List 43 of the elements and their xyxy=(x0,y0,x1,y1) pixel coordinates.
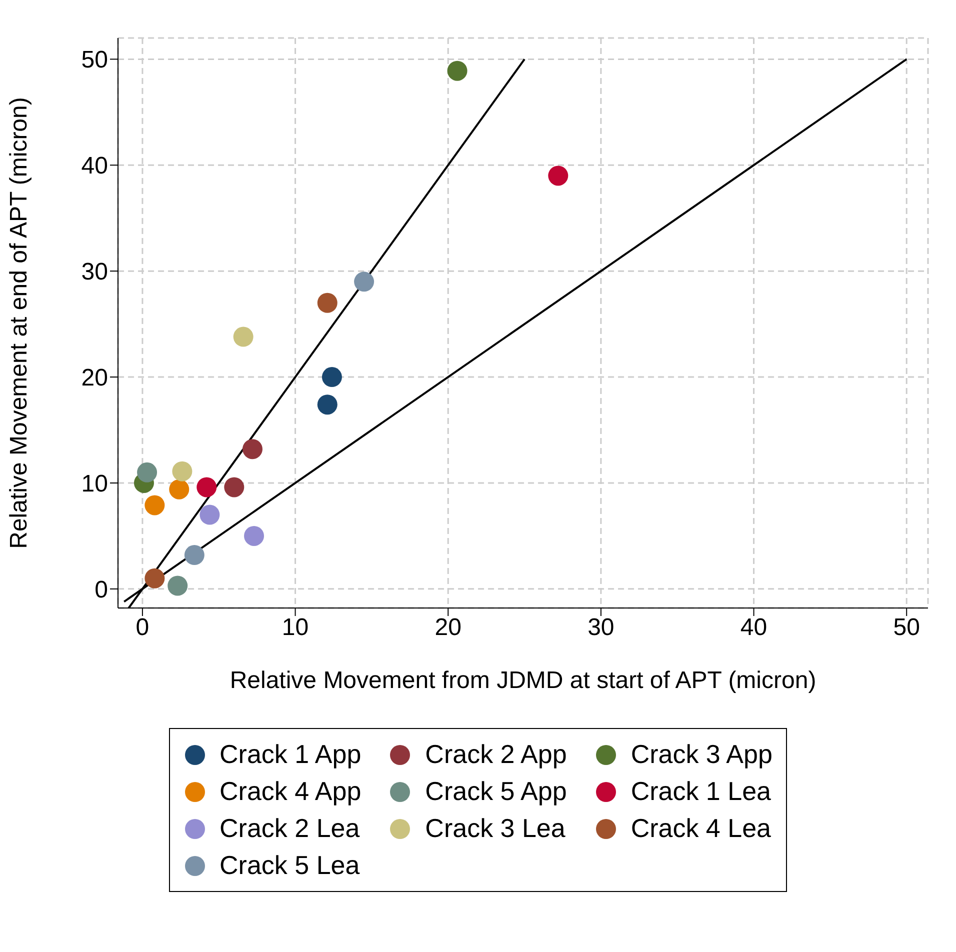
x-tick-label: 10 xyxy=(282,614,309,642)
legend-label: Crack 4 Lea xyxy=(630,813,771,844)
legend-label: Crack 1 App xyxy=(220,739,362,770)
x-tick-label: 20 xyxy=(434,614,462,642)
point xyxy=(447,60,468,81)
point xyxy=(233,326,254,347)
point xyxy=(184,545,204,566)
point xyxy=(200,504,220,525)
point xyxy=(317,292,338,313)
y-axis-title: Relative Movement at end of APT (micron) xyxy=(6,97,33,549)
point xyxy=(244,526,264,546)
point xyxy=(322,367,342,388)
point xyxy=(144,568,165,588)
point xyxy=(137,462,158,482)
x-tick-label: 30 xyxy=(588,614,614,642)
point xyxy=(196,477,217,498)
point xyxy=(317,394,338,415)
point xyxy=(172,461,192,482)
legend-label: Crack 1 Lea xyxy=(630,776,771,807)
x-tick-label: 40 xyxy=(740,614,768,642)
point xyxy=(548,166,568,186)
x-tick-label: 0 xyxy=(136,614,150,642)
point xyxy=(168,576,188,596)
point xyxy=(242,439,262,460)
y-tick-label: 0 xyxy=(94,576,108,604)
legend-label: Crack 2 Lea xyxy=(220,813,360,844)
legend-label: Crack 3 Lea xyxy=(425,813,566,844)
y-tick-label: 30 xyxy=(81,258,108,286)
y-tick-label: 40 xyxy=(81,152,108,180)
legend-label: Crack 4 App xyxy=(220,776,362,807)
point xyxy=(354,272,374,292)
legend-label: Crack 2 App xyxy=(425,739,567,770)
y-tick-label: 20 xyxy=(81,364,108,392)
point xyxy=(224,477,244,498)
point xyxy=(169,479,190,500)
point xyxy=(144,495,165,516)
y-tick-label: 50 xyxy=(81,46,108,74)
y-tick-label: 10 xyxy=(81,470,108,498)
legend-label: Crack 3 App xyxy=(630,739,772,770)
legend-label: Crack 5 Lea xyxy=(220,850,360,881)
x-axis-title: Relative Movement from JDMD at start of APT (micron) xyxy=(230,667,816,694)
legend-label: Crack 5 App xyxy=(425,776,567,807)
x-tick-label: 50 xyxy=(893,614,920,642)
